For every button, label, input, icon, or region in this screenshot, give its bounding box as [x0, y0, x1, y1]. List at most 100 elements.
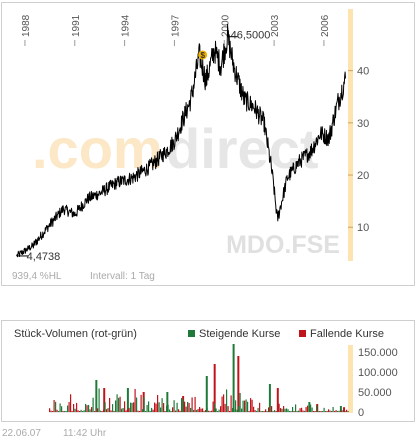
volume-bar: [106, 409, 108, 412]
volume-bar: [276, 388, 279, 412]
volume-bar: [103, 388, 106, 412]
volume-bar: [157, 395, 159, 412]
volume-bar: [122, 408, 124, 412]
volume-bar: [77, 410, 79, 412]
volume-bar: [340, 410, 342, 412]
volume-bar: [83, 410, 85, 412]
volume-bar: [67, 405, 69, 412]
volume-bar: [253, 406, 255, 412]
volume-bar: [107, 408, 109, 412]
volume-bar: [74, 408, 76, 412]
volume-bar: [95, 403, 97, 412]
volume-bar: [121, 408, 123, 412]
volume-bar: [286, 408, 288, 412]
year-label-1997: 1997: [170, 14, 181, 37]
volume-bar: [154, 402, 156, 412]
volume-bar: [58, 410, 60, 412]
volume-y-tick-0: 0: [358, 407, 364, 419]
volume-bar: [101, 411, 103, 412]
volume-bar: [313, 411, 315, 412]
volume-bar: [338, 410, 340, 412]
volume-bar: [268, 407, 270, 412]
footer-time: 11:42 Uhr: [63, 428, 107, 439]
volume-bar: [245, 399, 247, 412]
volume-bar: [295, 404, 297, 412]
volume-bar: [290, 410, 292, 412]
volume-bar: [343, 409, 345, 412]
volume-y-tick-1: 50.000: [358, 387, 392, 399]
low-value-label: 4,4738: [27, 251, 61, 263]
volume-bar: [137, 410, 139, 412]
volume-bar: [61, 406, 63, 412]
volume-bar: [239, 392, 241, 412]
volume-bar: [170, 411, 172, 412]
volume-bar: [161, 398, 163, 412]
volume-bar: [136, 397, 138, 412]
volume-bar: [257, 407, 259, 412]
volume-bar: [213, 364, 216, 412]
volume-bar: [215, 408, 217, 412]
volume-y-tick-3: 150.000: [358, 347, 398, 359]
volume-bar: [329, 410, 331, 412]
legend-falling: Fallende Kurse: [299, 328, 384, 340]
volume-bar: [314, 411, 316, 412]
price-y-tick-30: 30: [357, 118, 369, 130]
volume-bar: [115, 400, 117, 412]
volume-bar: [281, 408, 283, 412]
volume-bar: [307, 405, 309, 412]
volume-bar: [262, 411, 264, 412]
volume-bar: [65, 410, 67, 412]
volume-bar: [62, 410, 64, 412]
volume-bar: [322, 411, 324, 412]
volume-bar: [82, 411, 84, 412]
volume-bar: [326, 410, 328, 412]
price-y-tick-20: 20: [357, 170, 369, 182]
high-value-label: 46,5000: [231, 30, 271, 42]
volume-bar: [283, 406, 285, 412]
volume-bar: [113, 410, 115, 412]
volume-bar: [237, 356, 240, 412]
volume-bar: [325, 411, 327, 412]
volume-bar: [209, 411, 211, 412]
volume-bar: [52, 411, 54, 412]
volume-bar: [64, 411, 66, 412]
volume-bar: [308, 402, 311, 412]
volume-bar: [172, 407, 174, 412]
volume-bar: [85, 403, 87, 412]
volume-bar: [133, 402, 135, 412]
volume-bar: [126, 388, 129, 412]
year-label-2000: 2000: [220, 14, 231, 37]
volume-bar: [178, 409, 180, 412]
volume-bar: [271, 406, 273, 412]
volume-bar: [293, 411, 295, 412]
volume-bar: [299, 408, 301, 412]
volume-bar: [149, 410, 151, 412]
volume-bar: [344, 411, 346, 412]
volume-bar: [217, 411, 219, 412]
volume-bar: [73, 403, 75, 412]
volume-bar: [190, 407, 192, 412]
volume-bar: [131, 402, 133, 412]
event-marker-symbol: $: [200, 51, 205, 60]
volume-bar: [206, 407, 208, 412]
volume-bar: [124, 401, 126, 412]
volume-bar: [232, 344, 235, 412]
volume-bar: [164, 411, 166, 412]
volume-bar: [128, 407, 130, 412]
volume-bar: [116, 394, 118, 412]
volume-bar: [248, 410, 250, 412]
volume-bar: [320, 411, 322, 412]
volume-bar: [287, 409, 289, 412]
volume-bar: [88, 404, 90, 412]
volume-bar: [104, 402, 106, 412]
volume-bar: [308, 411, 310, 412]
volume-chart-panel: 0 50.000 100.000 150.000 Stück-Volumen (rot…: [1, 320, 415, 422]
volume-bar: [92, 397, 94, 412]
volume-bar: [302, 410, 304, 412]
volume-bar: [199, 406, 201, 412]
legend-falling-label: Fallende Kurse: [310, 328, 384, 340]
volume-bar: [341, 410, 343, 412]
volume-bar: [292, 406, 294, 412]
volume-bar: [310, 404, 312, 412]
